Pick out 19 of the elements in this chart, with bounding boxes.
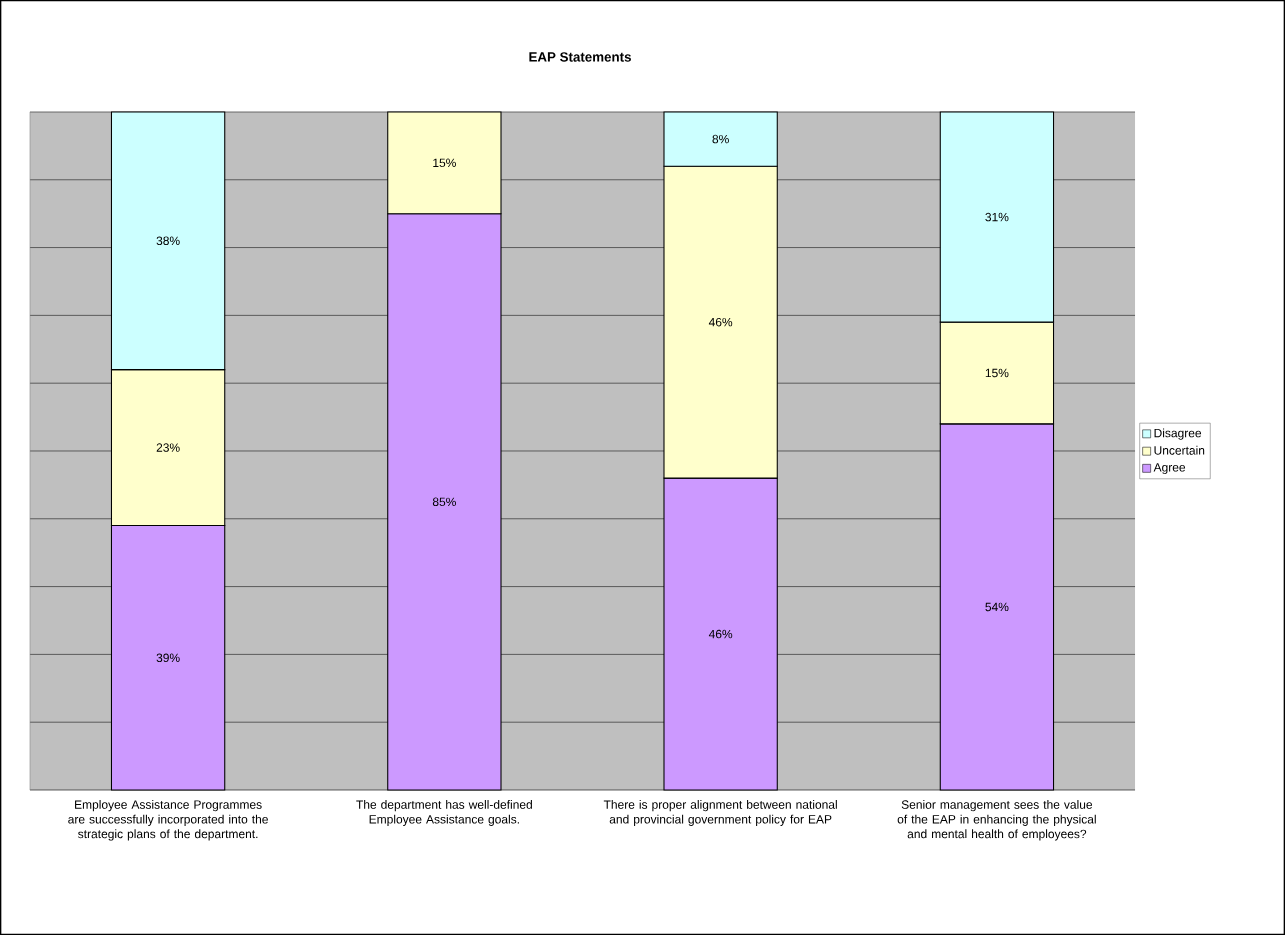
data-label: 15% <box>433 158 456 168</box>
legend-label: Uncertain <box>1154 445 1205 455</box>
x-tick-label: The department has well-defined Employee Assistance goals. <box>356 800 532 826</box>
data-label: 39% <box>156 653 180 663</box>
data-label: 85% <box>432 497 456 507</box>
data-label: 54% <box>985 602 1009 612</box>
legend-label: Disagree <box>1154 428 1202 440</box>
data-label: 38% <box>156 236 180 246</box>
data-label: 8% <box>712 134 729 144</box>
data-label: 31% <box>985 212 1009 222</box>
data-label: 23% <box>156 443 180 452</box>
chart-title: EAP Statements <box>529 52 631 62</box>
data-label: 15% <box>985 368 1009 378</box>
x-tick-label: There is proper alignment between national and provincial government policy for EAP <box>603 800 837 826</box>
legend-label: Agree <box>1153 463 1186 474</box>
data-label: 46% <box>708 317 733 327</box>
data-label: 46% <box>708 629 733 639</box>
x-tick-label: Senior management sees the value of the EAP in enhancing the physical and mental health of employees? <box>897 800 1096 841</box>
x-tick-label: Employee Assistance Programmes are successfully incorporated into the strategic plans of the department. <box>68 800 268 841</box>
